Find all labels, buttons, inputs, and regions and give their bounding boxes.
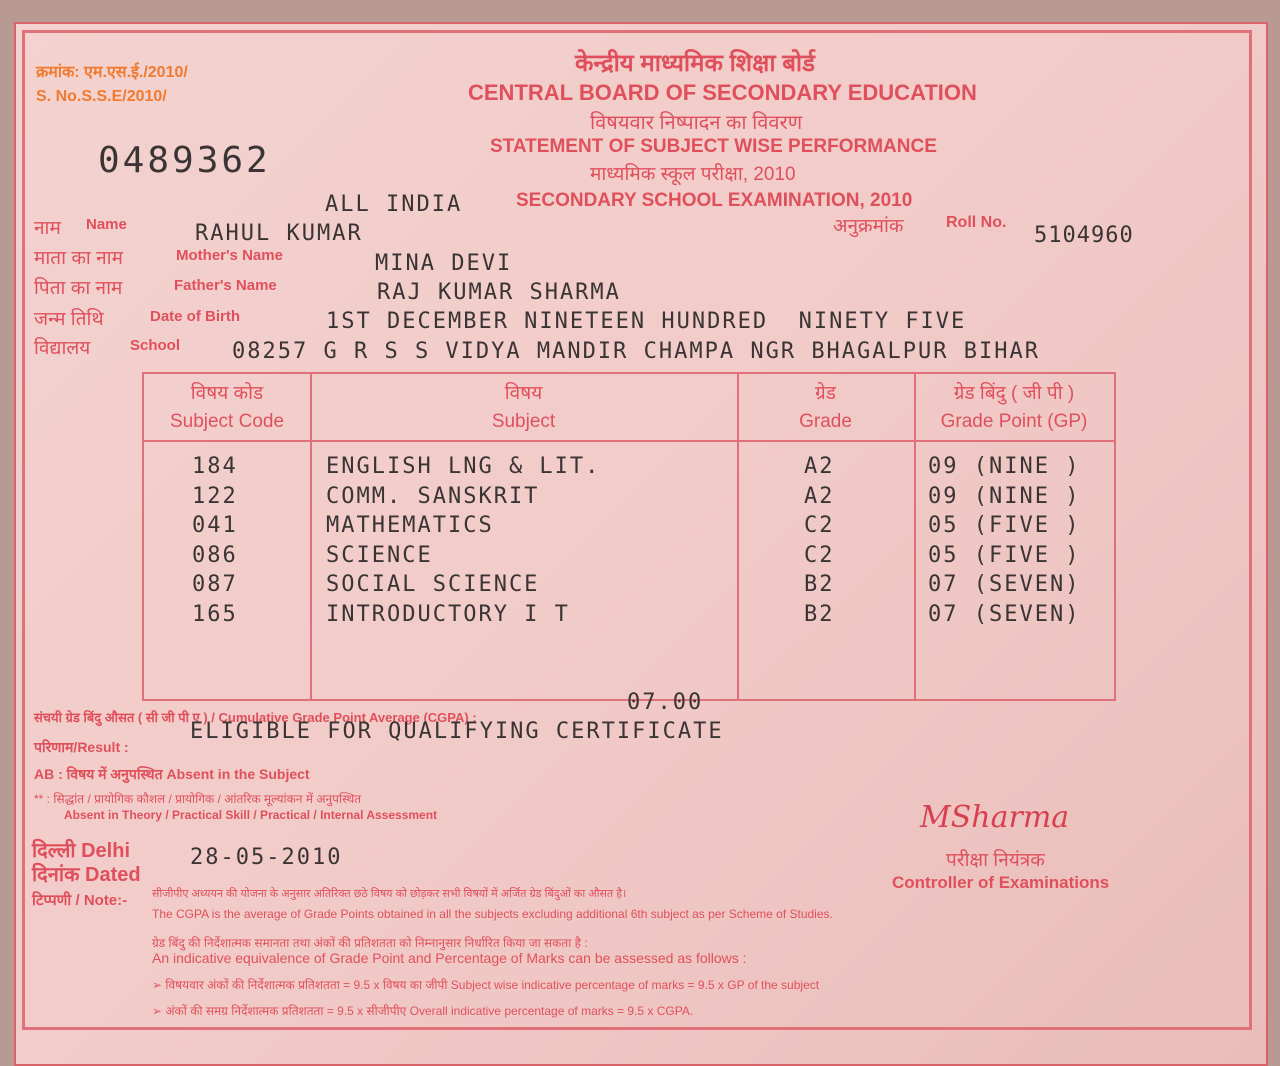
board-name-hindi: केन्द्रीय माध्यमिक शिक्षा बोर्ड <box>575 50 815 77</box>
cgpa-value: 07.00 <box>627 690 704 715</box>
note-line: ग्रेड बिंदु की निर्देशात्मक समानता तथा अ… <box>152 936 588 950</box>
absent-note: AB : विषय में अनुपस्थित Absent in the Su… <box>34 766 310 782</box>
name-label-hindi: नाम <box>34 218 61 239</box>
cell-gp: 07 (SEVEN) <box>928 572 1081 597</box>
dob-label: Date of Birth <box>150 308 240 325</box>
marksheet-border <box>22 30 1252 1030</box>
dob-label-hindi: जन्म तिथि <box>34 309 104 330</box>
mother-name: MINA DEVI <box>375 251 513 276</box>
cell-grade: A2 <box>804 483 835 509</box>
issue-date: 28-05-2010 <box>190 845 343 870</box>
header-subject-code: विषय कोड Subject Code <box>169 383 285 432</box>
cell-code: 122 <box>192 483 238 509</box>
controller-title-hindi: परीक्षा नियंत्रक <box>946 850 1045 871</box>
place-label: दिल्ली Delhi <box>32 840 131 862</box>
header-grade: ग्रेड Grade <box>799 383 852 432</box>
serial-label-hindi: क्रमांक: एम.एस.ई./2010/ <box>36 64 188 81</box>
father-label: Father's Name <box>174 277 277 294</box>
controller-title: Controller of Examinations <box>892 873 1110 892</box>
controller-signature: MSharma <box>920 800 1070 835</box>
student-name: RAHUL KUMAR <box>195 221 363 246</box>
exam-title: SECONDARY SCHOOL EXAMINATION, 2010 <box>516 190 913 211</box>
father-label-hindi: पिता का नाम <box>34 278 123 299</box>
table-row: 122 COMM. SANSKRIT A2 09 (NINE ) <box>144 484 1114 514</box>
absent-theory-note-hindi: ** : सिद्धांत / प्रायोगिक कौशल / प्रायोग… <box>34 792 362 806</box>
roll-number: 5104960 <box>1034 223 1134 248</box>
name-label: Name <box>86 216 127 233</box>
cell-gp: 05 (FIVE ) <box>928 513 1081 538</box>
cell-subject: SCIENCE <box>326 542 433 568</box>
result-label: परिणाम/Result : <box>34 739 129 755</box>
school-name: 08257 G R S S VIDYA MANDIR CHAMPA NGR BH… <box>232 339 1040 364</box>
cell-grade: B2 <box>804 601 835 627</box>
cell-subject: ENGLISH LNG & LIT. <box>326 454 601 479</box>
table-row: 041 MATHEMATICS C2 05 (FIVE ) <box>144 513 1114 543</box>
cell-subject: COMM. SANSKRIT <box>326 483 540 509</box>
table-row: 165 INTRODUCTORY I T B2 07 (SEVEN) <box>144 602 1114 632</box>
dated-label: दिनांक Dated <box>32 864 141 886</box>
cell-code: 086 <box>192 542 238 568</box>
cell-grade: C2 <box>804 513 835 538</box>
absent-theory-note: Absent in Theory / Practical Skill / Pra… <box>64 808 438 822</box>
mother-label-hindi: माता का नाम <box>34 248 123 269</box>
cell-grade: C2 <box>804 542 835 568</box>
cell-gp: 07 (SEVEN) <box>928 601 1081 627</box>
cell-code: 184 <box>192 454 238 479</box>
serial-number: 0489362 <box>98 140 271 181</box>
region: ALL INDIA <box>325 192 463 217</box>
cell-code: 041 <box>192 513 238 538</box>
cell-code: 165 <box>192 601 238 627</box>
table-row: 087 SOCIAL SCIENCE B2 07 (SEVEN) <box>144 572 1114 602</box>
cell-subject: MATHEMATICS <box>326 513 494 538</box>
school-label: School <box>130 337 181 354</box>
cell-subject: SOCIAL SCIENCE <box>326 572 540 597</box>
cell-subject: INTRODUCTORY I T <box>326 601 570 627</box>
result-value: ELIGIBLE FOR QUALIFYING CERTIFICATE <box>190 719 724 744</box>
date-of-birth: 1ST DECEMBER NINETEEN HUNDRED NINETY FIV… <box>326 309 967 334</box>
cell-gp: 09 (NINE ) <box>928 483 1081 509</box>
subject-table: विषय कोड Subject Code विषय Subject ग्रेड Gr… <box>142 372 1116 701</box>
serial-label: S. No.S.S.E/2010/ <box>36 88 167 105</box>
cgpa-label: संचयी ग्रेड बिंदु औसत ( सी जी पी ए ) / C… <box>34 710 477 725</box>
father-name: RAJ KUMAR SHARMA <box>377 280 621 305</box>
header-subject: विषय Subject <box>491 383 556 432</box>
note-line: The CGPA is the average of Grade Points … <box>152 907 833 921</box>
note-line: ➢ विषयवार अंकों की निर्देशात्मक प्रतिशतत… <box>152 978 820 992</box>
note-line: An indicative equivalence of Grade Point… <box>152 950 747 966</box>
cell-grade: A2 <box>804 454 835 479</box>
statement-title: STATEMENT OF SUBJECT WISE PERFORMANCE <box>490 136 937 157</box>
statement-title-hindi: विषयवार निष्पादन का विवरण <box>590 112 803 134</box>
cell-gp: 05 (FIVE ) <box>928 542 1081 568</box>
roll-label: Roll No. <box>946 214 1007 231</box>
table-row: 086 SCIENCE C2 05 (FIVE ) <box>144 543 1114 573</box>
cell-grade: B2 <box>804 572 835 597</box>
note-line: ➢ अंकों की समग्र निर्देशात्मक प्रतिशतता … <box>152 1004 694 1018</box>
roll-label-hindi: अनुक्रमांक <box>833 216 904 237</box>
mother-label: Mother's Name <box>176 247 283 264</box>
header-grade-point: ग्रेड बिंदु ( जी पी ) Grade Point (GP) <box>940 383 1088 432</box>
school-label-hindi: विद्यालय <box>34 338 91 359</box>
board-name: CENTRAL BOARD OF SECONDARY EDUCATION <box>468 80 977 105</box>
note-line: सीजीपीए अध्ययन की योजना के अनुसार अतिरिक… <box>152 888 627 900</box>
cell-gp: 09 (NINE ) <box>928 454 1081 479</box>
marksheet <box>14 22 1268 1066</box>
exam-title-hindi: माध्यमिक स्कूल परीक्षा, 2010 <box>590 164 796 185</box>
cell-code: 087 <box>192 572 238 597</box>
table-row: 184 ENGLISH LNG & LIT. A2 09 (NINE ) <box>144 454 1114 484</box>
note-label: टिप्पणी / Note:- <box>32 892 128 909</box>
